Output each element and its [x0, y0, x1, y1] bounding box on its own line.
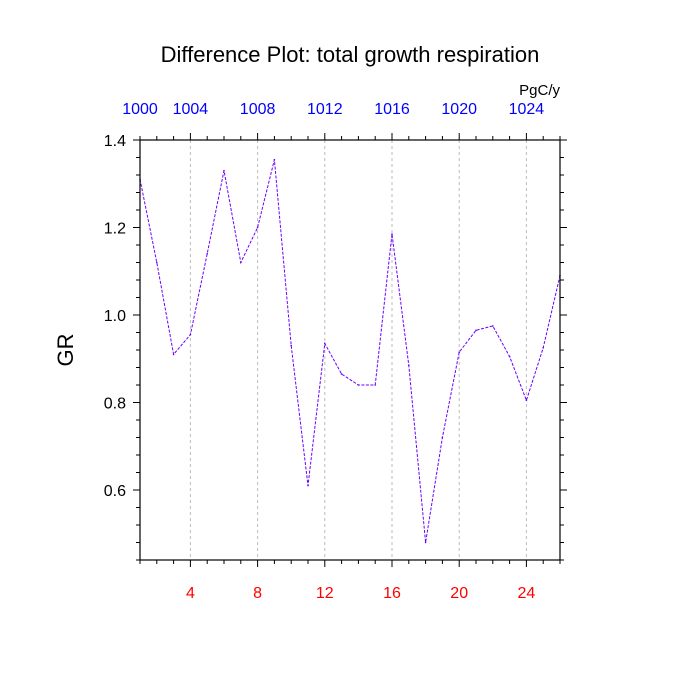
grid-lines [189, 140, 527, 560]
x-tick-label: 8 [253, 585, 262, 602]
chart-title: Difference Plot: total growth respiratio… [161, 42, 540, 67]
x-tick-label: 24 [518, 585, 536, 602]
data-point [508, 355, 511, 358]
data-point [492, 325, 494, 327]
data-point [391, 233, 393, 235]
data-point [357, 384, 360, 386]
data-point [542, 347, 544, 349]
data-point [307, 484, 309, 487]
data-point [475, 329, 477, 332]
top-tick-label: 1020 [441, 101, 477, 118]
data-point [525, 399, 528, 402]
data-point [458, 351, 461, 353]
data-point [172, 353, 175, 356]
y-tick-label: 0.8 [104, 396, 126, 413]
data-point [374, 384, 377, 386]
data-point [424, 541, 427, 544]
y-axis-label: GR [53, 334, 78, 367]
data-point [240, 261, 242, 264]
top-tick-label: 1008 [240, 101, 276, 118]
y-tick-label: 0.6 [104, 483, 126, 500]
x-tick-label: 12 [316, 585, 334, 602]
data-point [290, 344, 293, 347]
data-point [156, 261, 158, 264]
data-point [324, 342, 326, 345]
data-point [273, 158, 276, 161]
data-point [408, 364, 410, 367]
x-tick-label: 20 [450, 585, 468, 602]
top-tick-label: 1012 [307, 101, 343, 118]
data-point [223, 169, 225, 172]
data-point [206, 252, 208, 255]
plot-frame [139, 139, 561, 561]
top-tick-label: 1016 [374, 101, 410, 118]
y-tick-label: 1.4 [104, 133, 126, 150]
data-points [139, 158, 561, 544]
x-tick-label: 16 [383, 585, 401, 602]
data-point [189, 333, 192, 336]
y-tick-label: 1.0 [104, 308, 126, 325]
top-tick-label: 1000 [122, 101, 158, 118]
data-point [441, 436, 444, 439]
x-tick-label: 4 [186, 585, 195, 602]
tick-labels: 4 8 12 16 20 24 1000 1004 1008 1012 1016 1020 1024 0.… [104, 101, 545, 602]
top-tick-label: 1024 [509, 101, 545, 118]
axis-ticks [133, 133, 567, 567]
top-tick-label: 1004 [173, 101, 209, 118]
y-tick-label: 1.2 [104, 221, 126, 238]
series-line [139, 159, 561, 543]
data-point [256, 226, 259, 229]
data-point [340, 373, 343, 375]
top-axis-unit: PgC/y [519, 82, 560, 99]
